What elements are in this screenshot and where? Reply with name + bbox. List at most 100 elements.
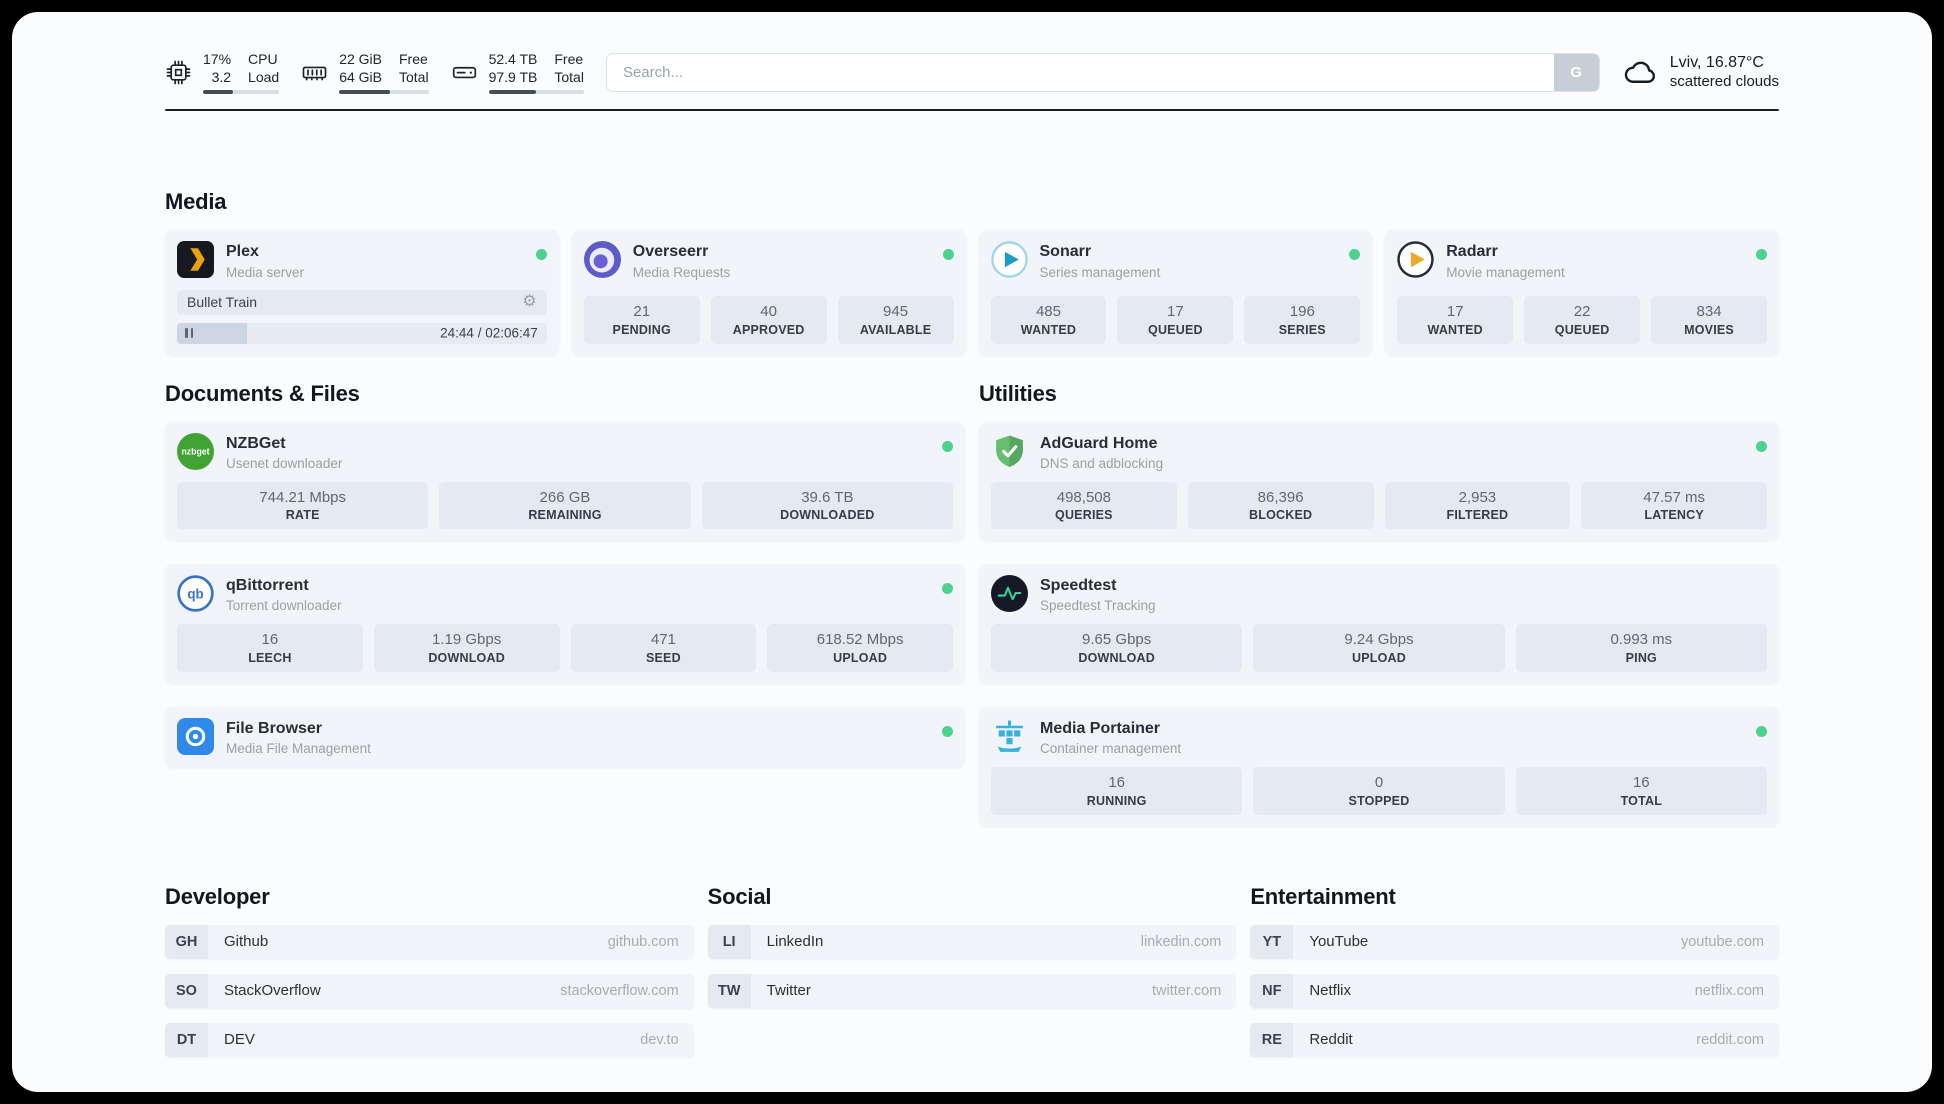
service-card-sonarr[interactable]: Sonarr Series management 485 WANTED 17 Q…: [978, 230, 1373, 355]
stat-queued: 17 QUEUED: [1117, 296, 1234, 344]
service-card-adguard[interactable]: AdGuard Home DNS and adblocking 498,508 …: [979, 421, 1779, 541]
bookmark-netflix[interactable]: NF Netflix netflix.com: [1250, 973, 1779, 1008]
stat-value: 2,953: [1458, 488, 1497, 506]
bookmark-abbr: SO: [165, 973, 208, 1008]
bookmark-domain: stackoverflow.com: [560, 982, 679, 999]
bookmark-twitter[interactable]: TW Twitter twitter.com: [707, 973, 1237, 1008]
service-card-qbittorrent[interactable]: qb qBittorrent Torrent downloader 16 LEE…: [165, 564, 965, 683]
weather-widget: Lviv, 16.87°C scattered clouds: [1622, 54, 1779, 90]
stat-ping: 0.993 ms PING: [1515, 624, 1767, 672]
bookmark-youtube[interactable]: YT YouTube youtube.com: [1250, 924, 1779, 959]
stat-label: APPROVED: [732, 322, 805, 337]
hard-drive-icon: [451, 59, 478, 86]
status-dot: [942, 583, 953, 595]
service-card-overseerr[interactable]: Overseerr Media Requests 21 PENDING 40 A…: [571, 230, 966, 355]
service-card-plex[interactable]: Plex Media server Bullet Train ⚙ 24:44 /…: [165, 230, 559, 355]
documents-column: Documents & Files nzbget NZBGet U: [165, 381, 965, 768]
card-header: Sonarr Series management: [990, 241, 1361, 280]
stat-value: 16: [1108, 774, 1125, 792]
gear-icon[interactable]: ⚙: [522, 293, 537, 311]
pause-icon[interactable]: [185, 328, 193, 339]
service-name: Media Portainer: [1040, 719, 1161, 737]
stat-label: UPLOAD: [1352, 650, 1406, 665]
stat-filtered: 2,953 FILTERED: [1384, 481, 1571, 530]
bookmark-name: DEV: [224, 1031, 255, 1049]
stat-label: REMAINING: [528, 508, 602, 523]
stat-latency: 47.57 ms LATENCY: [1581, 481, 1767, 530]
stat-label: DOWNLOAD: [428, 650, 505, 665]
qbittorrent-icon: qb: [177, 575, 214, 612]
card-header: Media Portainer Container management: [991, 718, 1767, 756]
bookmark-stackoverflow[interactable]: SO StackOverflow stackoverflow.com: [165, 973, 694, 1008]
stats-row: 21 PENDING 40 APPROVED 945 AVAILABLE: [583, 285, 954, 344]
section-title-entertainment: Entertainment: [1250, 883, 1396, 909]
service-card-filebrowser[interactable]: File Browser Media File Management: [165, 706, 965, 768]
bookmarks-social: Social LI LinkedIn linkedin.com TW Twitt…: [707, 884, 1237, 1008]
cpu-usage-label: CPU: [248, 51, 278, 67]
cpu-widget: 17% CPU 3.2 Load: [165, 50, 280, 95]
ram-total-label: Total: [399, 69, 429, 86]
weather-location: Lviv, 16.87°C: [1669, 54, 1764, 72]
stat-label: UPLOAD: [833, 650, 888, 665]
disk-usage-bar: [488, 90, 584, 95]
stat-wanted: 17 WANTED: [1397, 296, 1514, 344]
svg-text:nzbget: nzbget: [181, 446, 209, 456]
disk-usage-bar-fill: [488, 90, 537, 95]
stat-upload: 9.24 Gbps UPLOAD: [1253, 624, 1505, 672]
stat-value: 0: [1374, 774, 1384, 792]
svg-text:qb: qb: [187, 587, 203, 602]
card-header: Overseerr Media Requests: [583, 241, 954, 280]
bookmark-dev[interactable]: DT DEV dev.to: [165, 1022, 694, 1057]
bookmark-name: StackOverflow: [224, 982, 321, 1000]
status-dot: [942, 249, 954, 261]
stat-value: 196: [1289, 303, 1315, 321]
service-subtitle: Usenet downloader: [226, 455, 343, 471]
now-playing-row: Bullet Train ⚙: [177, 289, 547, 315]
stat-value: 834: [1696, 303, 1722, 321]
adguard-icon: [991, 433, 1028, 470]
media-grid: Plex Media server Bullet Train ⚙ 24:44 /…: [165, 230, 1779, 355]
cloud-icon: [1622, 54, 1658, 90]
stat-value: 40: [760, 303, 777, 321]
app-names: Media Portainer Container management: [1040, 718, 1744, 756]
topbar: 17% CPU 3.2 Load 22 GiB: [165, 50, 1779, 95]
stat-seed: 471 SEED: [570, 624, 757, 672]
app-names: Sonarr Series management: [1040, 241, 1338, 279]
dashboard-page: 17% CPU 3.2 Load 22 GiB: [12, 12, 1932, 1092]
bookmark-reddit[interactable]: RE Reddit reddit.com: [1250, 1022, 1779, 1057]
search-input[interactable]: [606, 53, 1554, 91]
bookmark-name: Netflix: [1309, 982, 1352, 1000]
stat-wanted: 485 WANTED: [990, 296, 1107, 344]
plex-icon: [177, 241, 214, 279]
search-provider-button[interactable]: G: [1553, 53, 1599, 91]
stat-label: DOWNLOADED: [780, 508, 875, 523]
app-names: Speedtest Speedtest Tracking: [1040, 575, 1767, 613]
cpu-usage-value: 17%: [203, 51, 232, 67]
stat-value: 618.52 Mbps: [816, 631, 904, 649]
service-subtitle: Media Requests: [632, 264, 731, 280]
memory-icon: [301, 59, 328, 86]
stat-label: PING: [1625, 650, 1657, 665]
stats-row: 17 WANTED 22 QUEUED 834 MOVIES: [1397, 285, 1768, 344]
stat-value: 498,508: [1056, 488, 1111, 506]
bookmark-list: LI LinkedIn linkedin.com TW Twitter twit…: [707, 924, 1237, 1008]
bookmark-github[interactable]: GH Github github.com: [165, 924, 694, 959]
stat-value: 21: [633, 303, 651, 321]
service-card-portainer[interactable]: Media Portainer Container management 16 …: [979, 706, 1779, 826]
stat-upload: 618.52 Mbps UPLOAD: [767, 624, 953, 672]
service-card-radarr[interactable]: Radarr Movie management 17 WANTED 22 QUE…: [1385, 230, 1779, 355]
ram-free-label: Free: [399, 51, 428, 67]
service-name: AdGuard Home: [1040, 434, 1158, 452]
stat-value: 9.65 Gbps: [1082, 631, 1152, 649]
stat-value: 17: [1446, 303, 1464, 321]
portainer-icon: [991, 718, 1028, 755]
playback-progress-fill: [177, 322, 248, 344]
cpu-usage-bar: [203, 90, 280, 95]
service-card-nzbget[interactable]: nzbget NZBGet Usenet downloader 744.21 M…: [165, 421, 965, 541]
stats-row: 485 WANTED 17 QUEUED 196 SERIES: [990, 285, 1361, 344]
stat-label: PENDING: [612, 322, 671, 337]
stat-value: 16: [261, 631, 279, 649]
bookmark-linkedin[interactable]: LI LinkedIn linkedin.com: [707, 924, 1237, 959]
service-card-speedtest[interactable]: Speedtest Speedtest Tracking 9.65 Gbps D…: [979, 564, 1779, 683]
app-names: File Browser Media File Management: [226, 718, 930, 756]
